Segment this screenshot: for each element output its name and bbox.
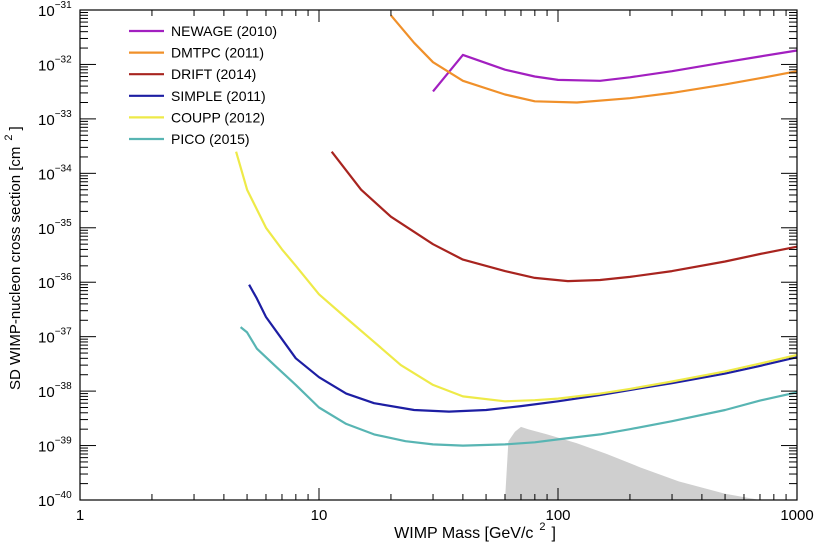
x-axis-label-superscript: 2 [539,521,545,533]
y-tick-label: 10−35 [38,218,72,238]
series-layer [235,14,798,447]
y-tick-label: 10−33 [38,109,72,129]
x-tick-label: 1 [76,507,84,524]
series-line-0 [432,49,798,93]
y-axis-label-main: SD WIMP-nucleon cross section [cm [7,147,24,390]
x-axis-label-main: WIMP Mass [GeV/c [394,525,533,542]
y-ticks: 10−4010−3910−3810−3710−3610−3510−3410−33… [38,0,797,510]
y-tick-exponent: −36 [55,272,72,283]
y-tick-label: 10−32 [38,54,72,74]
shaded-region-layer [505,426,760,500]
y-tick-label: 10−39 [38,436,72,456]
y-tick-base: 10 [38,330,55,347]
y-tick-base: 10 [38,384,55,401]
series-line-2 [330,151,798,283]
y-tick-base: 10 [38,57,55,74]
y-tick-exponent: −38 [55,381,72,392]
legend-label: DMTPC (2011) [171,45,264,61]
y-tick-exponent: −39 [55,436,72,447]
y-tick-exponent: −37 [55,327,72,338]
y-axis-label-tail: ] [7,126,24,130]
y-tick-base: 10 [38,275,55,292]
x-axis-label: WIMP Mass [GeV/c 2] [394,521,556,542]
series-line-3 [248,284,798,413]
y-tick-label: 10−37 [38,327,72,347]
legend-label: PICO (2015) [171,131,250,147]
y-tick-base: 10 [38,439,55,456]
y-tick-base: 10 [38,493,55,510]
y-axis-label-superscript: 2 [3,134,15,140]
y-tick-label: 10−36 [38,272,72,292]
y-tick-label: 10−40 [38,490,72,510]
y-tick-exponent: −31 [55,0,72,11]
y-tick-label: 10−38 [38,381,72,401]
y-tick-exponent: −35 [55,218,72,229]
y-tick-base: 10 [38,166,55,183]
y-tick-exponent: −33 [55,109,72,120]
shaded-region [505,426,760,500]
series-line-1 [390,14,798,104]
y-tick-base: 10 [38,112,55,129]
y-tick-exponent: −40 [55,490,72,501]
x-tick-label: 10 [311,507,328,524]
x-tick-label: 100 [545,507,570,524]
y-tick-base: 10 [38,221,55,238]
y-tick-base: 10 [38,3,55,20]
series-line-5 [239,326,798,447]
x-axis-label-tail: ] [552,525,556,542]
y-tick-exponent: −34 [55,163,72,174]
legend-label: SIMPLE (2011) [171,88,266,104]
plot-frame [79,9,798,501]
legend-label: NEWAGE (2010) [171,23,277,39]
legend-label: COUPP (2012) [171,109,265,125]
x-tick-label: 1000 [780,507,813,524]
y-tick-label: 10−31 [38,0,72,20]
y-tick-exponent: −32 [55,54,72,65]
x-ticks: 1 10 100 1000 [76,10,814,524]
legend-label: DRIFT (2014) [171,66,256,82]
y-tick-label: 10−34 [38,163,72,183]
legend: NEWAGE (2010) DMTPC (2011) DRIFT (2014) SIM… [129,23,277,147]
y-axis-label: SD WIMP-nucleon cross section [cm 2] [3,126,24,390]
series-line-4 [235,151,798,403]
